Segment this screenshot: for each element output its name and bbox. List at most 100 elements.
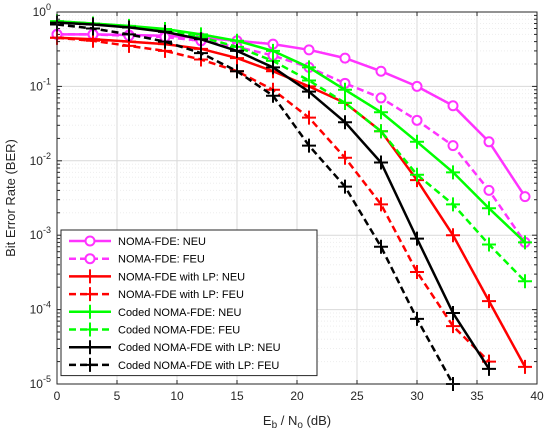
legend-label: Coded NOMA-FDE: NEU (118, 307, 242, 319)
data-point (375, 65, 387, 77)
x-tick-label: 25 (350, 389, 364, 403)
data-point (302, 60, 316, 75)
data-point (518, 235, 532, 250)
data-point (482, 294, 496, 309)
legend-swatch-marker (84, 235, 96, 247)
data-point (447, 140, 459, 152)
data-point (482, 237, 496, 252)
y-tick-exponent: 0 (46, 2, 51, 12)
data-point (338, 82, 352, 97)
series-layer (50, 14, 532, 391)
legend-entry: NOMA-FDE: NEU (69, 235, 206, 248)
data-point (410, 167, 424, 182)
data-point (122, 27, 136, 42)
data-point (374, 105, 388, 120)
x-axis-label-sub1: b (272, 420, 278, 431)
y-tick-exponent: -3 (43, 225, 51, 235)
y-tick-label: 10-5 (30, 374, 51, 391)
legend-label: NOMA-FDE with LP: FEU (118, 289, 244, 301)
x-axis-label-main: E (263, 413, 272, 428)
data-point (446, 319, 460, 334)
data-point (230, 43, 244, 58)
y-tick-label: 100 (33, 2, 51, 19)
x-tick-labels: 0 5 10 15 20 25 30 35 40 (54, 389, 544, 403)
data-point (339, 52, 351, 64)
data-point (446, 228, 460, 243)
x-tick-label: 30 (410, 389, 424, 403)
data-point (482, 201, 496, 216)
data-point (447, 100, 459, 112)
data-point (374, 197, 388, 212)
y-tick-exponent: -5 (43, 374, 51, 384)
legend-entry: NOMA-FDE with LP: FEU (69, 287, 244, 301)
y-tick-exponent: -4 (43, 300, 51, 310)
data-point (266, 60, 280, 75)
data-point (374, 124, 388, 139)
data-point (410, 311, 424, 326)
y-tick-label: 10-1 (30, 76, 51, 93)
y-tick-base: 10 (30, 79, 44, 93)
legend-swatch-marker (83, 287, 97, 302)
data-point (374, 155, 388, 170)
data-point (194, 32, 208, 47)
x-tick-label: 40 (530, 389, 544, 403)
tick-marks (56, 11, 538, 385)
data-point (338, 115, 352, 130)
legend-box (60, 229, 318, 377)
legend-entry: Coded NOMA-FDE: NEU (69, 304, 242, 319)
data-point (519, 191, 531, 203)
data-point (410, 134, 424, 149)
legend-entry: NOMA-FDE: FEU (69, 253, 205, 266)
y-tick-label: 10-4 (30, 300, 51, 317)
data-point (86, 33, 100, 48)
legend-entry: Coded NOMA-FDE with LP: NEU (69, 340, 281, 354)
legend-entry: NOMA-FDE with LP: NEU (69, 269, 245, 284)
legend-label: NOMA-FDE with LP: NEU (118, 271, 245, 283)
data-point (410, 231, 424, 246)
data-point (266, 88, 280, 103)
legend-swatch-marker (83, 357, 97, 372)
x-tick-label: 10 (170, 389, 184, 403)
y-tick-exponent: -1 (43, 76, 51, 86)
x-axis-label-mid: / N (277, 413, 297, 428)
data-point (338, 179, 352, 194)
y-tick-base: 10 (33, 5, 47, 19)
data-point (374, 239, 388, 254)
series-8 (50, 17, 460, 391)
x-tick-label: 15 (230, 389, 244, 403)
legend-swatch-marker (83, 269, 97, 284)
data-point (411, 80, 423, 92)
y-tick-base: 10 (30, 154, 44, 168)
y-axis-label: Bit Error Rate (BER) (3, 139, 18, 257)
y-tick-base: 10 (30, 303, 44, 317)
data-point (158, 34, 172, 49)
legend-label: Coded NOMA-FDE with LP: FEU (118, 360, 279, 372)
data-point (411, 114, 423, 126)
data-point (446, 165, 460, 180)
legend-entry: Coded NOMA-FDE: FEU (69, 322, 240, 337)
x-tick-label: 5 (114, 389, 121, 403)
y-tick-base: 10 (30, 228, 44, 242)
data-point (302, 138, 316, 153)
x-axis-label: Eb / No (dB) (263, 413, 331, 431)
data-point (518, 274, 532, 289)
data-point (482, 361, 496, 376)
y-tick-label: 10-2 (30, 151, 51, 168)
data-point (86, 21, 100, 36)
x-axis-label-tail: (dB) (303, 413, 331, 428)
data-point (483, 136, 495, 148)
data-point (302, 110, 316, 125)
legend-label: Coded NOMA-FDE: FEU (118, 325, 240, 337)
data-point (518, 359, 532, 374)
legend: NOMA-FDE: NEU NOMA-FDE: FEU NOMA-FDE with … (60, 229, 318, 377)
data-point (483, 184, 495, 196)
data-point (446, 197, 460, 212)
legend-swatch-marker (84, 253, 96, 265)
y-tick-exponent: -2 (43, 151, 51, 161)
legend-swatch-marker (83, 322, 97, 337)
x-tick-label: 0 (54, 389, 61, 403)
data-point (303, 44, 315, 56)
x-tick-label: 35 (470, 389, 484, 403)
